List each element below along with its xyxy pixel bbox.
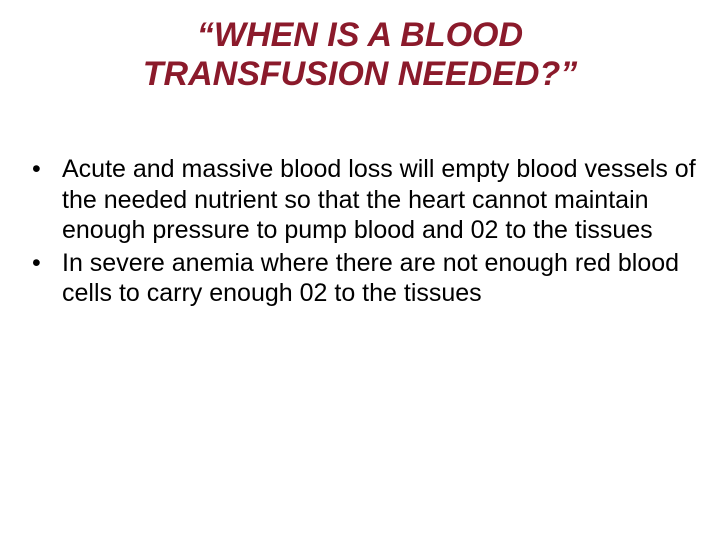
slide-title: “WHEN IS A BLOOD TRANSFUSION NEEDED?”: [0, 0, 720, 94]
bullet-list: Acute and massive blood loss will empty …: [18, 154, 702, 309]
list-item: In severe anemia where there are not eno…: [18, 248, 702, 309]
slide-body: Acute and massive blood loss will empty …: [0, 94, 720, 309]
slide: “WHEN IS A BLOOD TRANSFUSION NEEDED?” Ac…: [0, 0, 720, 540]
list-item: Acute and massive blood loss will empty …: [18, 154, 702, 246]
title-line-1: “WHEN IS A BLOOD: [197, 16, 523, 54]
title-line-2: TRANSFUSION NEEDED?”: [143, 55, 577, 93]
